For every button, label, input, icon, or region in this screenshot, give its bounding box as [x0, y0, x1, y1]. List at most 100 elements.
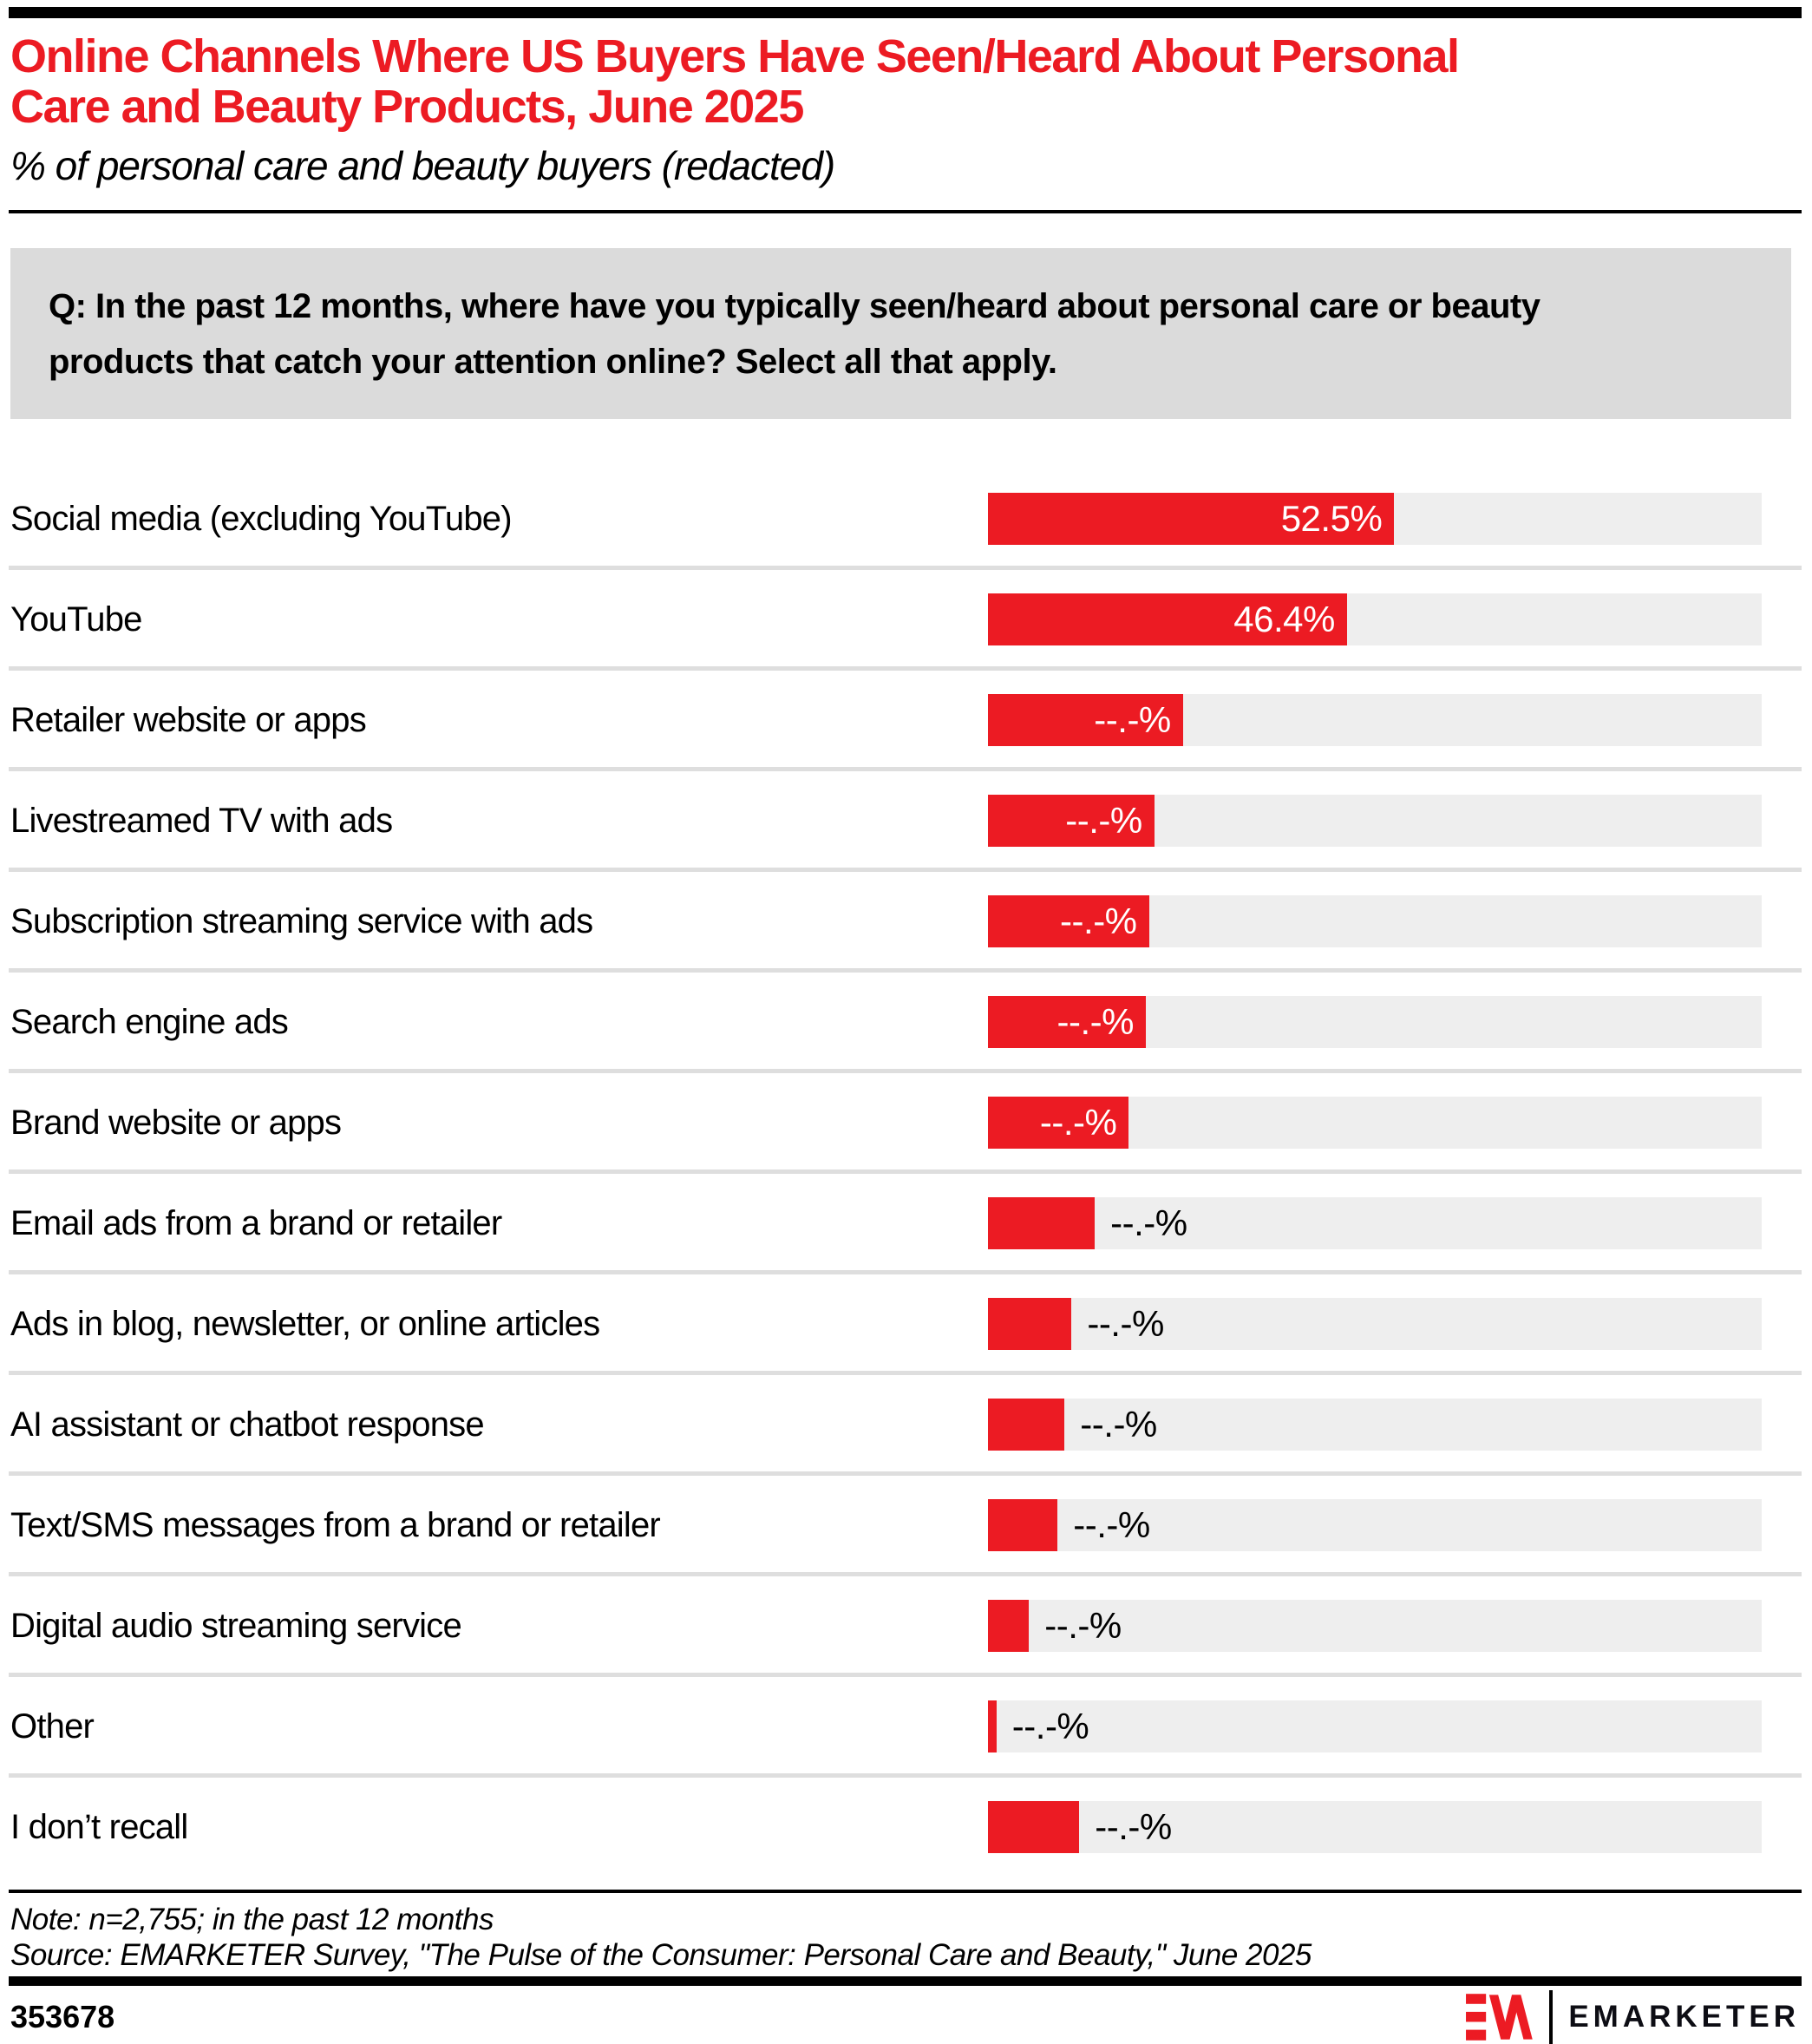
- value-label: --.-%: [1095, 1806, 1172, 1847]
- bar-chart: Social media (excluding YouTube) 52.5% Y…: [9, 493, 1802, 1853]
- row-separator: [9, 868, 1802, 872]
- value-label: --.-%: [1065, 800, 1142, 841]
- bar-track: 52.5%: [988, 493, 1762, 545]
- value-label: --.-%: [1094, 699, 1171, 740]
- category-label: I don’t recall: [10, 1808, 188, 1846]
- logo-divider: [1549, 1990, 1554, 2044]
- chart-row: YouTube 46.4%: [9, 593, 1802, 694]
- bar-track: --.-%: [988, 694, 1762, 746]
- bar: 52.5%: [988, 493, 1395, 545]
- chart-row: Digital audio streaming service --.-%: [9, 1600, 1802, 1700]
- bar: [988, 1600, 1030, 1652]
- category-label: AI assistant or chatbot response: [10, 1405, 485, 1444]
- survey-question-line-1: Q: In the past 12 months, where have you…: [49, 286, 1541, 325]
- bar: --.-%: [988, 996, 1146, 1048]
- bar: 46.4%: [988, 593, 1347, 645]
- value-label: --.-%: [1056, 1001, 1134, 1042]
- emarketer-wordmark: EMARKETER: [1568, 2000, 1800, 2034]
- page-title-line-1: Online Channels Where US Buyers Have See…: [10, 30, 1460, 82]
- chart-row: Retailer website or apps --.-%: [9, 694, 1802, 795]
- bar: [988, 1499, 1058, 1551]
- footer-divider-rule: [9, 1890, 1802, 1893]
- note-text: Note: n=2,755; in the past 12 months: [10, 1903, 494, 1936]
- source-text: Source: EMARKETER Survey, "The Pulse of …: [10, 1938, 1312, 1972]
- footer: 353678 EMARKETER: [10, 1990, 1800, 2044]
- chart-id: 353678: [10, 1999, 115, 2034]
- value-label: --.-%: [1060, 901, 1137, 941]
- value-label: --.-%: [1087, 1303, 1164, 1344]
- value-label: 46.4%: [1233, 599, 1335, 639]
- value-label: --.-%: [1073, 1504, 1150, 1545]
- bar: --.-%: [988, 895, 1149, 947]
- bar-track: --.-%: [988, 1600, 1762, 1652]
- row-separator: [9, 1169, 1802, 1174]
- bar: [988, 1298, 1072, 1350]
- row-separator: [9, 767, 1802, 771]
- emarketer-logo: EMARKETER: [1466, 1990, 1800, 2044]
- value-label: --.-%: [1080, 1404, 1157, 1445]
- page: Online Channels Where US Buyers Have See…: [9, 0, 1802, 2044]
- category-label: Retailer website or apps: [10, 701, 367, 739]
- row-separator: [9, 1773, 1802, 1778]
- survey-question-line-2: products that catch your attention onlin…: [49, 342, 1057, 381]
- bar-track: --.-%: [988, 1298, 1762, 1350]
- bar-track: --.-%: [988, 1801, 1762, 1853]
- bar-track: --.-%: [988, 1499, 1762, 1551]
- row-separator: [9, 1371, 1802, 1375]
- value-label: --.-%: [1044, 1605, 1122, 1646]
- chart-notes: Note: n=2,755; in the past 12 months Sou…: [10, 1902, 1802, 1973]
- row-separator: [9, 1673, 1802, 1677]
- chart-row: Brand website or apps --.-%: [9, 1097, 1802, 1197]
- bar: [988, 1197, 1096, 1249]
- category-label: YouTube: [10, 600, 142, 639]
- category-label: Digital audio streaming service: [10, 1607, 462, 1645]
- chart-row: Subscription streaming service with ads …: [9, 895, 1802, 996]
- category-label: Livestreamed TV with ads: [10, 802, 393, 840]
- chart-row: Social media (excluding YouTube) 52.5%: [9, 493, 1802, 593]
- footer-thick-rule: [9, 1976, 1802, 1986]
- bar-track: --.-%: [988, 795, 1762, 847]
- category-label: Social media (excluding YouTube): [10, 500, 513, 538]
- chart-row: Livestreamed TV with ads --.-%: [9, 795, 1802, 895]
- top-rule-bar: [9, 7, 1802, 18]
- survey-question-box: Q: In the past 12 months, where have you…: [10, 248, 1791, 419]
- chart-row: Other --.-%: [9, 1700, 1802, 1801]
- row-separator: [9, 1270, 1802, 1274]
- bar: [988, 1700, 997, 1752]
- chart-row: AI assistant or chatbot response --.-%: [9, 1399, 1802, 1499]
- em-logo-mark-icon: [1466, 1994, 1534, 2041]
- bar-track: --.-%: [988, 1399, 1762, 1451]
- bar: [988, 1399, 1065, 1451]
- bar-track: 46.4%: [988, 593, 1762, 645]
- bar: --.-%: [988, 795, 1155, 847]
- row-separator: [9, 566, 1802, 570]
- category-label: Text/SMS messages from a brand or retail…: [10, 1506, 661, 1544]
- chart-row: I don’t recall --.-%: [10, 1801, 1802, 1853]
- bar-track: --.-%: [988, 895, 1762, 947]
- bar: [988, 1801, 1080, 1853]
- bar: --.-%: [988, 694, 1183, 746]
- category-label: Ads in blog, newsletter, or online artic…: [10, 1305, 600, 1343]
- category-label: Brand website or apps: [10, 1104, 342, 1142]
- chart-row: Text/SMS messages from a brand or retail…: [9, 1499, 1802, 1600]
- category-label: Subscription streaming service with ads: [10, 902, 593, 940]
- row-separator: [9, 968, 1802, 973]
- value-label: --.-%: [1011, 1706, 1089, 1746]
- value-label: 52.5%: [1280, 498, 1383, 539]
- chart-row: Ads in blog, newsletter, or online artic…: [9, 1298, 1802, 1399]
- bar-track: --.-%: [988, 1700, 1762, 1752]
- bar: --.-%: [988, 1097, 1129, 1149]
- row-separator: [9, 666, 1802, 671]
- bar-track: --.-%: [988, 1197, 1762, 1249]
- header-divider-rule: [9, 210, 1802, 213]
- chart-row: Email ads from a brand or retailer --.-%: [9, 1197, 1802, 1298]
- bar-track: --.-%: [988, 1097, 1762, 1149]
- page-subtitle: % of personal care and beauty buyers (re…: [10, 143, 835, 188]
- page-title: Online Channels Where US Buyers Have See…: [10, 31, 1802, 132]
- value-label: --.-%: [1039, 1102, 1117, 1143]
- category-label: Search engine ads: [10, 1003, 289, 1041]
- row-separator: [9, 1069, 1802, 1073]
- chart-row: Search engine ads --.-%: [9, 996, 1802, 1097]
- row-separator: [9, 1471, 1802, 1476]
- row-separator: [9, 1572, 1802, 1576]
